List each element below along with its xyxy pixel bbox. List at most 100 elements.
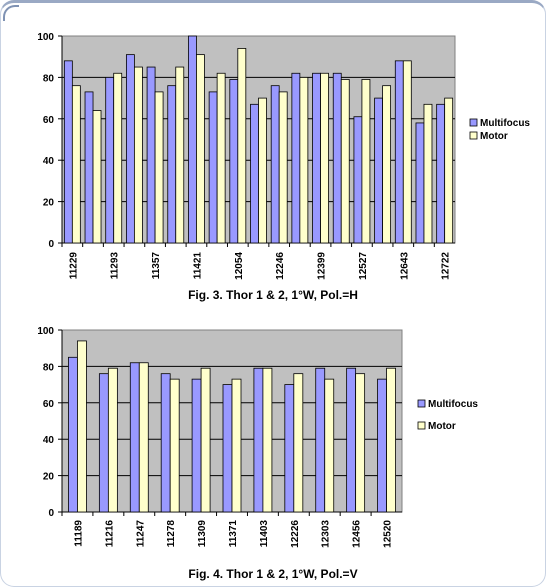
bar-motor (216, 72, 226, 244)
bar-multifocus (315, 367, 326, 513)
x-tick-label: 12054 (234, 252, 245, 280)
bar-multifocus (312, 72, 321, 244)
x-tick-label: 11216 (104, 520, 115, 548)
figure-caption-1: Fig. 3. Thor 1 & 2, 1°W, Pol.=H (188, 288, 358, 302)
bar-multifocus (253, 367, 264, 513)
bar-motor (278, 91, 288, 244)
bar-multifocus (98, 373, 109, 513)
y-tick-label: 80 (43, 362, 55, 373)
bar-multifocus (222, 384, 233, 513)
bar-motor (133, 66, 143, 244)
legend-swatch-multifocus (469, 118, 478, 127)
bar-motor (200, 367, 211, 513)
bar-motor (175, 66, 185, 244)
bar-motor (355, 373, 366, 513)
x-tick-label: 11189 (73, 520, 84, 547)
x-tick-label: 12399 (317, 252, 328, 280)
bar-motor (138, 362, 149, 513)
bar-multifocus (394, 60, 404, 244)
x-tick-label: 11421 (192, 252, 203, 280)
bar-multifocus (229, 79, 239, 244)
y-tick-label: 60 (43, 115, 55, 126)
x-tick-label: 11403 (259, 520, 270, 548)
bar-motor (107, 367, 118, 513)
bar-motor (320, 72, 329, 244)
figure-caption-2: Fig. 4. Thor 1 & 2, 1°W, Pol.=V (188, 567, 357, 581)
bar-motor (71, 85, 81, 244)
bar-motor (154, 91, 164, 244)
x-tick-label: 12520 (383, 520, 394, 548)
y-tick-label: 100 (37, 32, 54, 43)
bar-multifocus (84, 91, 94, 244)
x-tick-label: 11229 (68, 252, 79, 280)
bar-multifocus (250, 103, 259, 244)
bar-motor (324, 378, 335, 513)
y-tick-label: 20 (43, 472, 55, 483)
bar-multifocus (125, 54, 135, 244)
x-tick-label: 12226 (290, 520, 301, 548)
bar-multifocus (374, 97, 384, 244)
legend-label-multifocus: Multifocus (480, 118, 530, 129)
bar-motor (423, 103, 433, 244)
bar-motor (77, 340, 87, 513)
bar-multifocus (436, 103, 446, 244)
x-tick-label: 11309 (197, 520, 208, 548)
bar-multifocus (415, 122, 425, 244)
bar-multifocus (129, 362, 140, 513)
bar-multifocus (146, 66, 156, 244)
bar-multifocus (270, 85, 280, 244)
bar-motor (92, 110, 102, 244)
x-tick-label: 12456 (352, 520, 363, 548)
bar-multifocus (191, 378, 202, 513)
legend-swatch-motor (417, 421, 426, 430)
bar-multifocus (188, 35, 197, 244)
bar-motor (361, 79, 371, 244)
y-tick-label: 0 (48, 508, 54, 519)
y-tick-label: 60 (43, 399, 55, 410)
bar-motor (386, 367, 396, 513)
bar-multifocus (353, 116, 363, 244)
bar-multifocus (332, 72, 342, 244)
bar-motor (402, 60, 412, 244)
bar-motor (299, 77, 309, 244)
bar-multifocus (346, 367, 357, 513)
y-tick-label: 40 (43, 435, 55, 446)
legend-label-motor: Motor (480, 131, 508, 142)
bar-multifocus (284, 384, 295, 513)
x-tick-label: 11371 (228, 520, 239, 548)
x-tick-label: 12303 (321, 520, 332, 548)
bar-multifocus (208, 91, 218, 244)
x-tick-label: 12722 (441, 252, 452, 280)
bar-motor (382, 85, 392, 244)
x-tick-label: 11278 (166, 520, 177, 548)
y-tick-label: 40 (43, 156, 55, 167)
bar-motor (169, 378, 180, 513)
bar-motor (444, 97, 454, 244)
bar-motor (237, 48, 247, 244)
bar-multifocus (68, 356, 78, 513)
bar-multifocus (167, 85, 177, 244)
bar-multifocus (291, 72, 301, 244)
bar-motor (196, 54, 205, 244)
legend-swatch-motor (469, 131, 478, 140)
x-tick-label: 11357 (151, 252, 162, 280)
bar-motor (262, 367, 273, 513)
bar-multifocus (377, 378, 387, 513)
bar-motor (258, 97, 267, 244)
y-tick-label: 0 (48, 239, 54, 250)
y-tick-label: 20 (43, 198, 55, 209)
x-tick-label: 12527 (358, 252, 369, 280)
y-tick-label: 80 (43, 73, 55, 84)
bar-motor (113, 72, 123, 244)
x-tick-label: 11247 (135, 520, 146, 548)
legend-label-motor: Motor (428, 421, 456, 432)
x-tick-label: 12246 (275, 252, 286, 280)
bar-multifocus (63, 60, 73, 244)
legend-label-multifocus: Multifocus (428, 399, 478, 410)
x-tick-label: 12643 (399, 252, 410, 280)
bar-multifocus (160, 373, 171, 513)
frame-corner-accent (3, 5, 19, 21)
bar-motor (231, 378, 242, 513)
x-tick-label: 11293 (110, 252, 121, 280)
